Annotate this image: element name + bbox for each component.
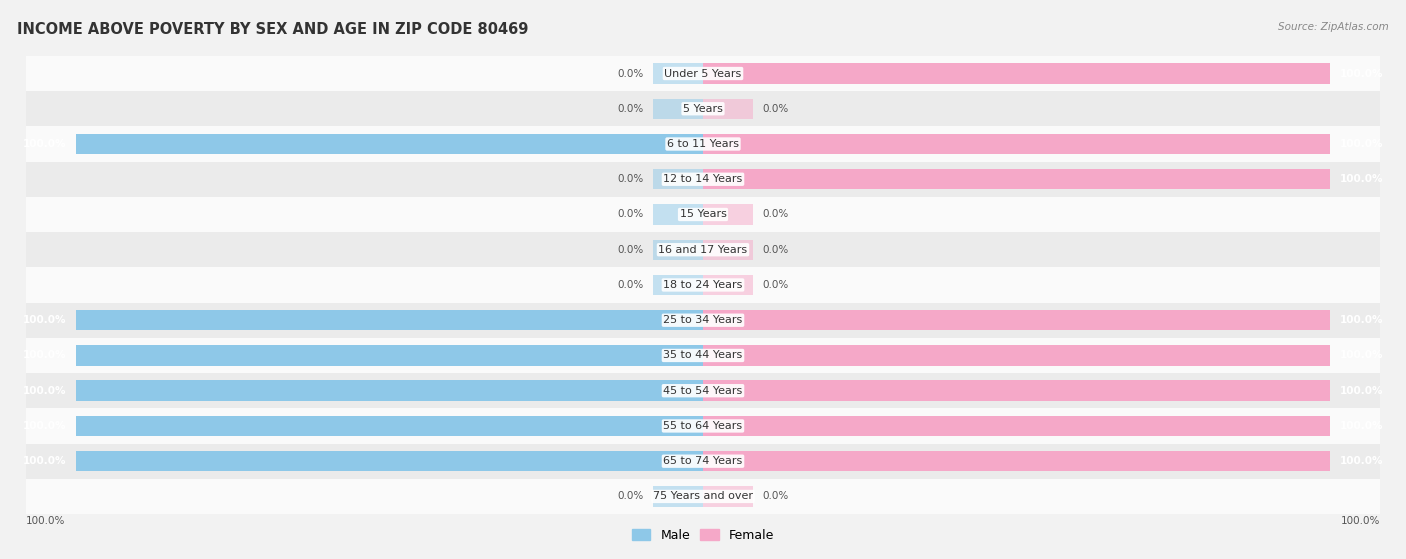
- Text: 15 Years: 15 Years: [679, 210, 727, 220]
- Text: 0.0%: 0.0%: [617, 174, 644, 184]
- Text: 0.0%: 0.0%: [762, 210, 789, 220]
- Text: 100.0%: 100.0%: [22, 315, 66, 325]
- Text: 100.0%: 100.0%: [22, 139, 66, 149]
- Bar: [25, 162, 1381, 197]
- Text: 0.0%: 0.0%: [762, 245, 789, 255]
- Bar: [25, 373, 1381, 408]
- Bar: [25, 91, 1381, 126]
- Bar: [703, 486, 754, 506]
- Bar: [703, 275, 754, 295]
- Bar: [76, 451, 703, 471]
- Text: 100.0%: 100.0%: [22, 421, 66, 431]
- Text: INCOME ABOVE POVERTY BY SEX AND AGE IN ZIP CODE 80469: INCOME ABOVE POVERTY BY SEX AND AGE IN Z…: [17, 22, 529, 37]
- Text: 0.0%: 0.0%: [762, 104, 789, 114]
- Text: 6 to 11 Years: 6 to 11 Years: [666, 139, 740, 149]
- Bar: [25, 338, 1381, 373]
- Text: 100.0%: 100.0%: [1340, 456, 1384, 466]
- Text: 0.0%: 0.0%: [617, 69, 644, 78]
- Text: 0.0%: 0.0%: [617, 245, 644, 255]
- Text: 100.0%: 100.0%: [1340, 386, 1384, 396]
- Text: 45 to 54 Years: 45 to 54 Years: [664, 386, 742, 396]
- Bar: [652, 63, 703, 84]
- Text: 100.0%: 100.0%: [1341, 516, 1381, 526]
- Bar: [76, 134, 703, 154]
- Bar: [652, 204, 703, 225]
- Bar: [25, 444, 1381, 479]
- Bar: [652, 486, 703, 506]
- Bar: [25, 302, 1381, 338]
- Legend: Male, Female: Male, Female: [627, 523, 779, 547]
- Bar: [25, 267, 1381, 302]
- Text: 0.0%: 0.0%: [617, 210, 644, 220]
- Text: 12 to 14 Years: 12 to 14 Years: [664, 174, 742, 184]
- Text: 100.0%: 100.0%: [1340, 139, 1384, 149]
- Bar: [703, 451, 1330, 471]
- Text: 35 to 44 Years: 35 to 44 Years: [664, 350, 742, 361]
- Text: 0.0%: 0.0%: [762, 491, 789, 501]
- Text: 100.0%: 100.0%: [1340, 350, 1384, 361]
- Bar: [703, 98, 754, 119]
- Text: 0.0%: 0.0%: [617, 280, 644, 290]
- Text: 100.0%: 100.0%: [22, 456, 66, 466]
- Text: 100.0%: 100.0%: [1340, 421, 1384, 431]
- Bar: [76, 345, 703, 366]
- Bar: [703, 345, 1330, 366]
- Text: 100.0%: 100.0%: [1340, 315, 1384, 325]
- Bar: [25, 126, 1381, 162]
- Bar: [25, 56, 1381, 91]
- Bar: [703, 381, 1330, 401]
- Text: 100.0%: 100.0%: [22, 386, 66, 396]
- Text: 0.0%: 0.0%: [762, 280, 789, 290]
- Bar: [25, 197, 1381, 232]
- Bar: [76, 381, 703, 401]
- Text: 0.0%: 0.0%: [617, 491, 644, 501]
- Text: 0.0%: 0.0%: [617, 104, 644, 114]
- Text: Source: ZipAtlas.com: Source: ZipAtlas.com: [1278, 22, 1389, 32]
- Text: 16 and 17 Years: 16 and 17 Years: [658, 245, 748, 255]
- Text: 100.0%: 100.0%: [1340, 69, 1384, 78]
- Text: 18 to 24 Years: 18 to 24 Years: [664, 280, 742, 290]
- Bar: [703, 134, 1330, 154]
- Bar: [652, 169, 703, 190]
- Text: 25 to 34 Years: 25 to 34 Years: [664, 315, 742, 325]
- Bar: [703, 416, 1330, 436]
- Bar: [703, 169, 1330, 190]
- Bar: [652, 275, 703, 295]
- Text: Under 5 Years: Under 5 Years: [665, 69, 741, 78]
- Bar: [703, 239, 754, 260]
- Text: 75 Years and over: 75 Years and over: [652, 491, 754, 501]
- Text: 100.0%: 100.0%: [1340, 174, 1384, 184]
- Bar: [703, 310, 1330, 330]
- Text: 100.0%: 100.0%: [25, 516, 65, 526]
- Text: 100.0%: 100.0%: [22, 350, 66, 361]
- Bar: [25, 232, 1381, 267]
- Bar: [25, 479, 1381, 514]
- Bar: [652, 98, 703, 119]
- Bar: [76, 310, 703, 330]
- Text: 65 to 74 Years: 65 to 74 Years: [664, 456, 742, 466]
- Bar: [76, 416, 703, 436]
- Bar: [25, 408, 1381, 444]
- Text: 5 Years: 5 Years: [683, 104, 723, 114]
- Bar: [652, 239, 703, 260]
- Text: 55 to 64 Years: 55 to 64 Years: [664, 421, 742, 431]
- Bar: [703, 63, 1330, 84]
- Bar: [703, 204, 754, 225]
